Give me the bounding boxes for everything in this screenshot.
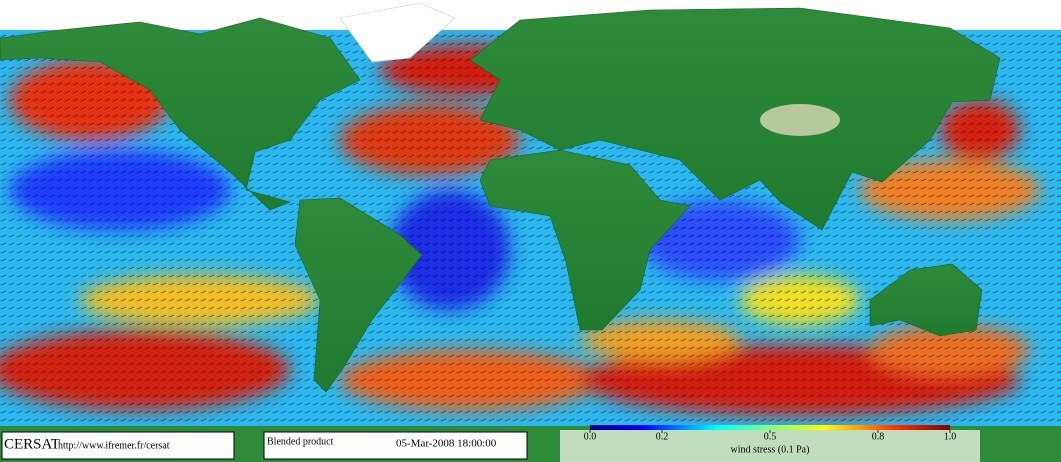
info-box xyxy=(1,431,235,460)
colorbar-tick-label: 0.2 xyxy=(656,431,669,442)
timestamp: 05-Mar-2008 18:00:00 xyxy=(396,438,497,450)
land xyxy=(0,2,1001,393)
colorbar-tick-label: 0.0 xyxy=(584,431,597,442)
legend-background xyxy=(560,430,980,462)
url: http://www.ifremer.fr/cersat xyxy=(58,440,170,451)
colorbar-label: wind stress (0.1 Pa) xyxy=(731,444,810,455)
product: Blended product xyxy=(267,436,334,447)
colorbar-tick-label: 1.0 xyxy=(944,431,957,442)
logo: CERSAT xyxy=(4,436,60,452)
colorbar xyxy=(590,425,950,430)
colorbar-ticks: 0.0 0.2 0.5 0.8 1.0 xyxy=(584,430,957,442)
colorbar-tick-label: 0.5 xyxy=(764,431,777,442)
colorbar-tick-label: 0.8 xyxy=(872,431,885,442)
product-box xyxy=(263,431,528,460)
